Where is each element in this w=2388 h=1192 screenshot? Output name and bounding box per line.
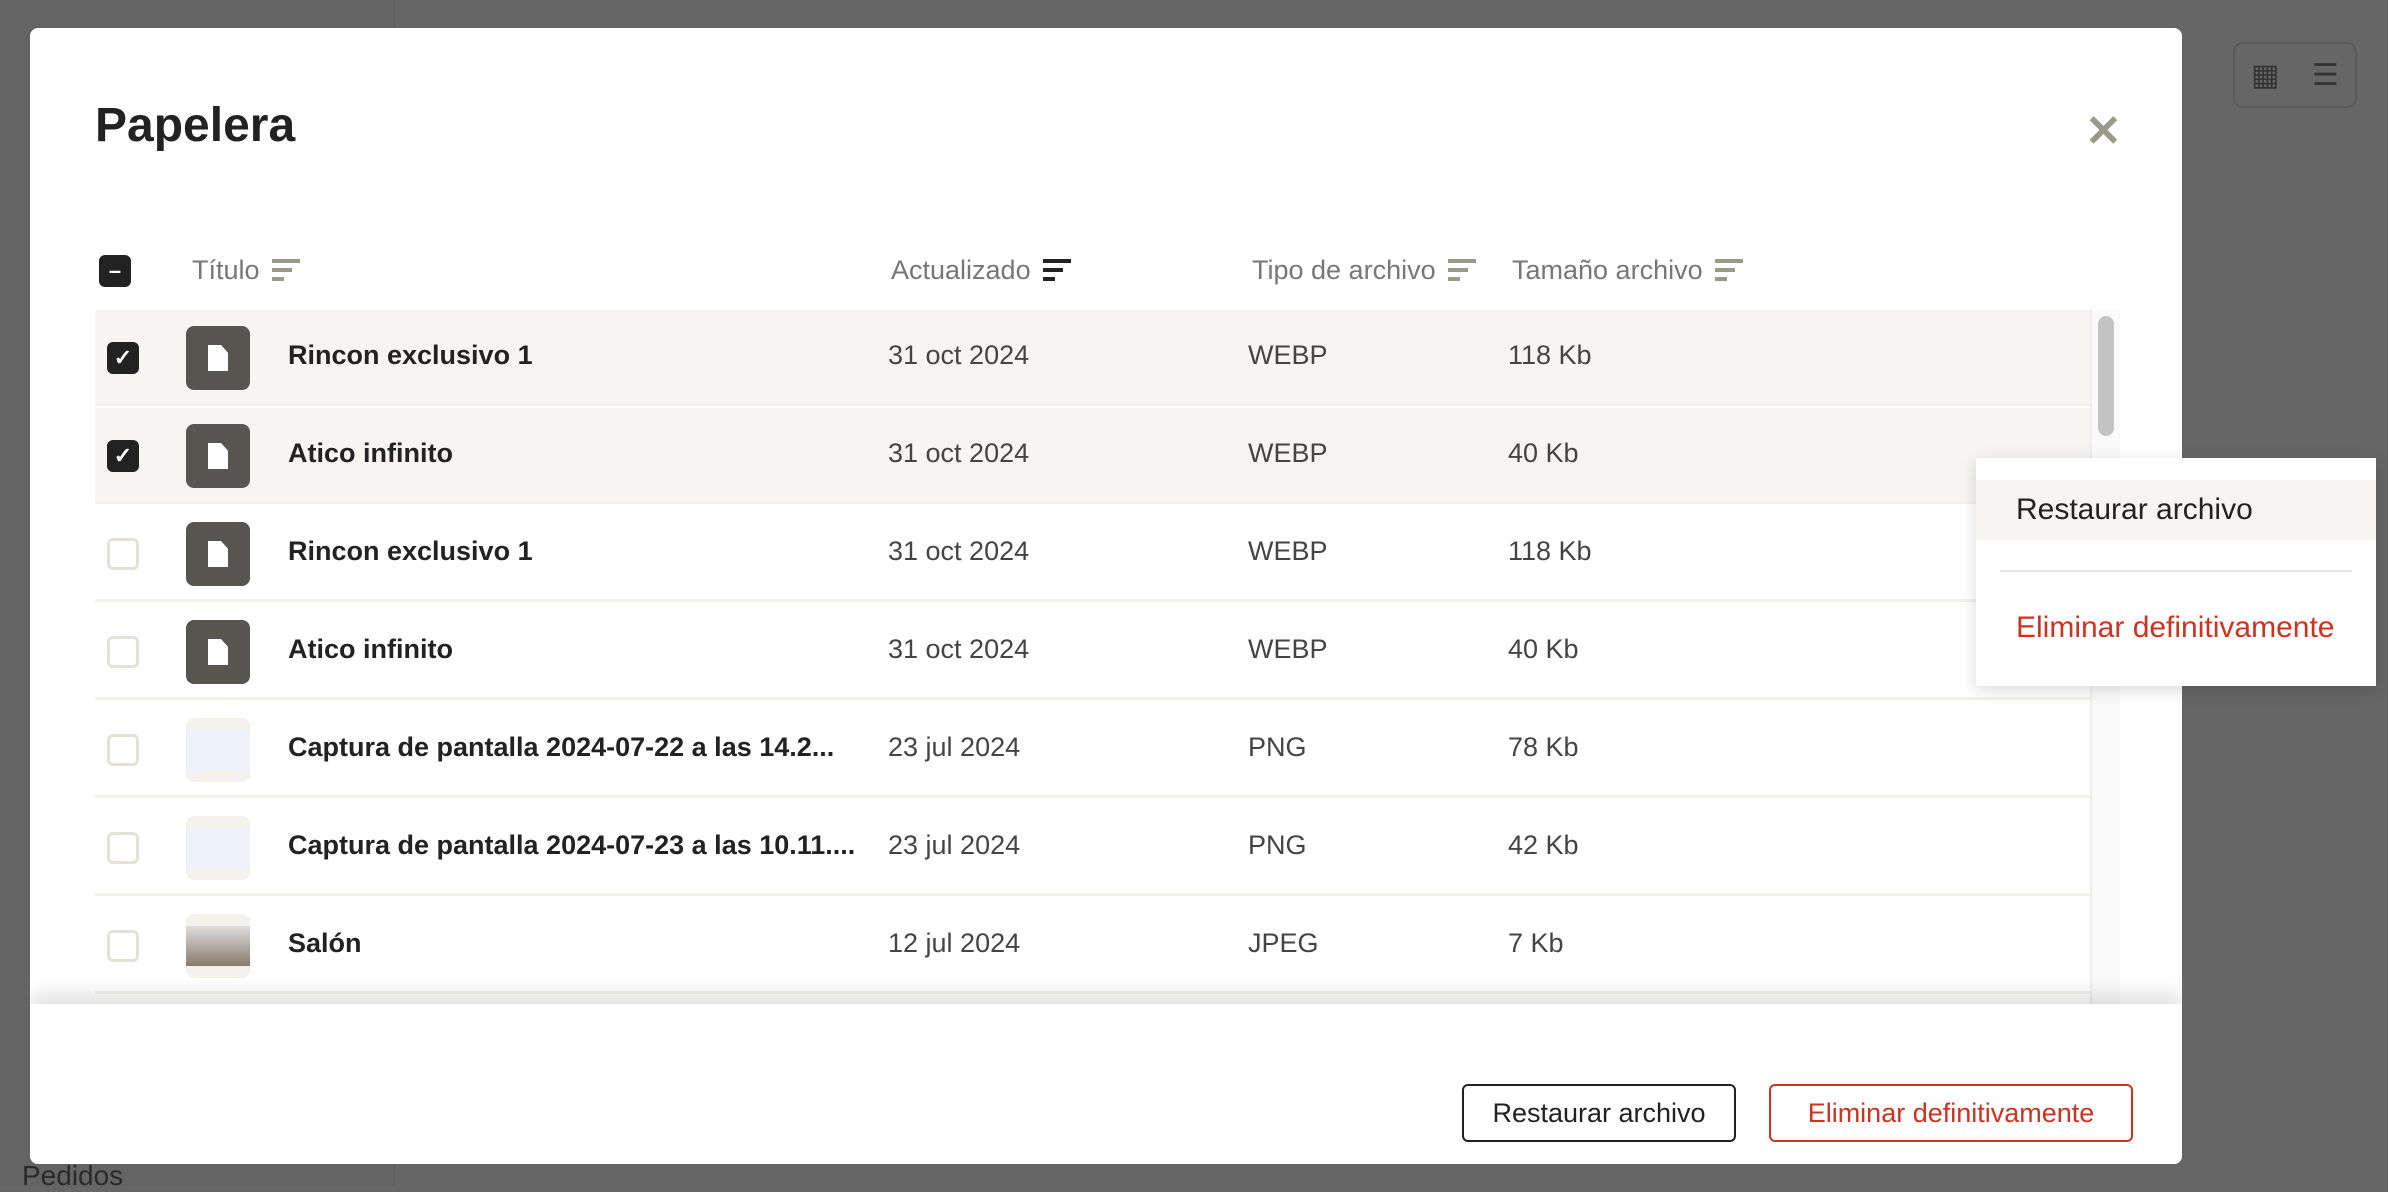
- file-size: 7 Kb: [1508, 928, 1564, 958]
- image-thumbnail: [186, 816, 250, 880]
- table-row[interactable]: Atico infinito 31 oct 2024 WEBP 40 Kb: [95, 604, 2090, 700]
- row-checkbox[interactable]: [107, 636, 139, 668]
- trash-modal: Papelera ✕ – Título Actualizado Tipo de …: [30, 28, 2182, 1164]
- context-menu: Restaurar archivo Eliminar definitivamen…: [1976, 458, 2376, 686]
- file-type: PNG: [1248, 830, 1307, 860]
- table-row[interactable]: Salón 12 jul 2024 JPEG 7 Kb: [95, 898, 2090, 994]
- column-title[interactable]: Título: [192, 255, 300, 286]
- file-type: PNG: [1248, 732, 1307, 762]
- list-icon[interactable]: ☰: [2311, 58, 2339, 92]
- row-checkbox[interactable]: [107, 734, 139, 766]
- file-size: 40 Kb: [1508, 634, 1579, 664]
- file-type: JPEG: [1248, 928, 1319, 958]
- file-size: 78 Kb: [1508, 732, 1579, 762]
- column-file-size[interactable]: Tamaño archivo: [1512, 255, 1743, 286]
- file-thumbnail: [186, 326, 250, 390]
- scrollbar-thumb[interactable]: [2098, 316, 2114, 436]
- file-title: Captura de pantalla 2024-07-23 a las 10.…: [288, 830, 856, 860]
- file-type: WEBP: [1248, 340, 1328, 370]
- file-size: 42 Kb: [1508, 830, 1579, 860]
- file-updated: 12 jul 2024: [888, 928, 1021, 958]
- menu-divider: [2000, 570, 2352, 572]
- column-label: Tamaño archivo: [1512, 255, 1703, 285]
- row-checkbox[interactable]: ✓: [107, 440, 139, 472]
- table-row[interactable]: ✓ Atico infinito 31 oct 2024 WEBP 40 Kb: [95, 408, 2090, 504]
- image-thumbnail: [186, 718, 250, 782]
- table-row[interactable]: Rincon exclusivo 1 31 oct 2024 WEBP 118 …: [95, 506, 2090, 602]
- row-checkbox[interactable]: ✓: [107, 342, 139, 374]
- view-toggle: ▦ ☰: [2233, 42, 2357, 108]
- file-updated: 23 jul 2024: [888, 732, 1021, 762]
- file-thumbnail: [186, 620, 250, 684]
- file-icon: [208, 345, 228, 371]
- file-type: WEBP: [1248, 536, 1328, 566]
- image-preview: [186, 730, 250, 770]
- file-icon: [208, 639, 228, 665]
- file-updated: 31 oct 2024: [888, 634, 1030, 664]
- modal-footer: Restaurar archivo Eliminar definitivamen…: [30, 1004, 2182, 1164]
- file-title: Atico infinito: [288, 634, 453, 664]
- file-thumbnail: [186, 424, 250, 488]
- file-thumbnail: [186, 522, 250, 586]
- restore-button[interactable]: Restaurar archivo: [1462, 1084, 1736, 1142]
- select-all-checkbox[interactable]: –: [99, 255, 131, 287]
- row-checkbox[interactable]: [107, 930, 139, 962]
- background-sidebar-item-pedidos: Pedidos: [22, 1160, 124, 1191]
- file-title: Captura de pantalla 2024-07-22 a las 14.…: [288, 732, 835, 762]
- file-updated: 31 oct 2024: [888, 536, 1030, 566]
- image-preview: [186, 828, 250, 868]
- menu-item-restore[interactable]: Restaurar archivo: [1976, 480, 2376, 540]
- file-size: 118 Kb: [1508, 536, 1592, 566]
- delete-permanently-button[interactable]: Eliminar definitivamente: [1769, 1084, 2133, 1142]
- file-title: Rincon exclusivo 1: [288, 536, 533, 566]
- close-icon[interactable]: ✕: [2085, 107, 2122, 156]
- file-type: WEBP: [1248, 634, 1328, 664]
- image-preview: [186, 926, 250, 966]
- table-row[interactable]: ✓ Rincon exclusivo 1 31 oct 2024 WEBP 11…: [95, 310, 2090, 406]
- column-updated[interactable]: Actualizado: [891, 255, 1071, 286]
- table-row[interactable]: Captura de pantalla 2024-07-22 a las 14.…: [95, 702, 2090, 798]
- file-icon: [208, 541, 228, 567]
- modal-title: Papelera: [95, 99, 296, 152]
- file-list: ✓ Rincon exclusivo 1 31 oct 2024 WEBP 11…: [95, 310, 2090, 1030]
- column-label: Actualizado: [891, 255, 1031, 285]
- menu-item-delete-permanently[interactable]: Eliminar definitivamente: [2016, 611, 2335, 644]
- table-row[interactable]: Captura de pantalla 2024-07-23 a las 10.…: [95, 800, 2090, 896]
- file-updated: 31 oct 2024: [888, 340, 1030, 370]
- file-updated: 31 oct 2024: [888, 438, 1030, 468]
- file-title: Atico infinito: [288, 438, 453, 468]
- file-size: 118 Kb: [1508, 340, 1592, 370]
- file-updated: 23 jul 2024: [888, 830, 1021, 860]
- sort-icon[interactable]: [271, 258, 300, 283]
- grid-icon[interactable]: ▦: [2251, 58, 2280, 92]
- row-checkbox[interactable]: [107, 832, 139, 864]
- column-label: Título: [192, 255, 260, 285]
- sort-icon[interactable]: [1042, 258, 1071, 283]
- file-size: 40 Kb: [1508, 438, 1579, 468]
- file-type: WEBP: [1248, 438, 1328, 468]
- file-title: Salón: [288, 928, 362, 958]
- file-icon: [208, 443, 228, 469]
- column-label: Tipo de archivo: [1252, 255, 1436, 285]
- column-file-type[interactable]: Tipo de archivo: [1252, 255, 1476, 286]
- row-checkbox[interactable]: [107, 538, 139, 570]
- image-thumbnail: [186, 914, 250, 978]
- file-title: Rincon exclusivo 1: [288, 340, 533, 370]
- sort-icon[interactable]: [1447, 258, 1476, 283]
- sort-icon[interactable]: [1714, 258, 1743, 283]
- table-header: – Título Actualizado Tipo de archivo Tam…: [95, 243, 2085, 303]
